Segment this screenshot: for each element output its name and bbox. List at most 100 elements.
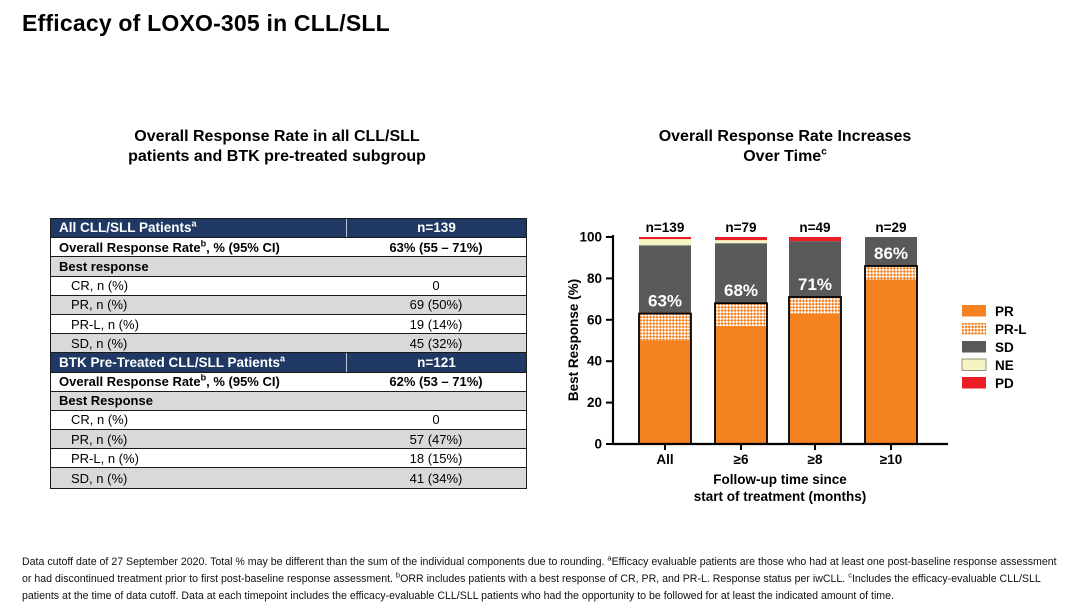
table-row: Overall Response Rateb, % (95% CI) 62% (5… [51, 372, 526, 392]
bar-segment-ne-2 [715, 240, 767, 244]
table-row: PR-L, n (%) 19 (14%) [51, 314, 526, 335]
bar-segment-pd-3 [789, 237, 841, 242]
table-row: Best response [51, 257, 526, 277]
chart-title-line1: Overall Response Rate Increases [658, 128, 912, 145]
y-axis-tick-label: 60 [587, 312, 602, 327]
x-axis-tick-label: ≥10 [880, 452, 902, 467]
table-header-row: BTK Pre-Treated CLL/SLL Patientsa n=121 [51, 353, 526, 373]
orr-chart: n=139 63% All n=79 68% ≥6 n=49 71% ≥8 n=29 86% ≥10 0… [566, 220, 1027, 504]
bar-segment-sd-3 [789, 241, 841, 298]
table-row: Best Response [51, 391, 526, 411]
legend-swatch-pr-l [962, 323, 986, 335]
table-title-line2: patients and BTK pre-treated subgroup [128, 148, 426, 166]
bar-segment-ne-1 [639, 239, 691, 246]
row-label: PR-L, n (%) [71, 450, 139, 466]
legend-swatch-pr [962, 305, 986, 317]
bar-segment-pr-2 [715, 326, 767, 444]
bar-n-label: n=139 [646, 220, 685, 235]
legend-swatch-sd [962, 341, 986, 353]
chart-title-superscript: c [821, 147, 827, 159]
table-header-row: All CLL/SLL Patientsa n=139 [51, 218, 526, 239]
row-label: Overall Response Rateb, % (95% CI) [59, 238, 280, 255]
legend-label-ne: NE [995, 358, 1014, 373]
bar-segment-pd-2 [715, 237, 767, 241]
bar-segment-sd-4 [865, 237, 917, 266]
row-label: PR-L, n (%) [71, 316, 139, 332]
row-value: 69 (50%) [409, 297, 463, 313]
x-axis-tick-label: ≥8 [808, 452, 823, 467]
table-row: CR, n (%) 0 [51, 276, 526, 296]
table-row: Overall Response Rateb, % (95% CI) 63% (5… [51, 238, 526, 258]
row-label: CR, n (%) [71, 278, 129, 294]
row-value: 57 (47%) [409, 431, 463, 447]
bar-segment-pr-4 [865, 279, 917, 444]
x-axis-tick-label: ≥6 [734, 452, 749, 467]
bar-segment-pd-1 [639, 237, 691, 240]
bar-segment-sd-2 [715, 243, 767, 304]
y-axis-tick-label: 40 [587, 354, 602, 369]
legend-swatch-ne [961, 358, 987, 371]
bar-segment-pr-3 [789, 313, 841, 444]
chart-title-line2: Over Time [743, 148, 822, 166]
y-axis-tick-label: 100 [579, 230, 602, 245]
table-title-line1: Overall Response Rate in all CLL/SLL [134, 128, 420, 145]
row-label: CR, n (%) [71, 412, 129, 428]
bar-segment-pr-l-3 [789, 297, 841, 314]
bar-n-label: n=29 [875, 220, 906, 235]
bar-segment-sd-1 [639, 245, 691, 314]
table-row: PR, n (%) 69 (50%) [51, 295, 526, 315]
legend-label-pr: PR [995, 304, 1014, 319]
row-value: 41 (34%) [409, 470, 463, 486]
legend-label-pd: PD [995, 376, 1014, 391]
row-label: Best Response [59, 393, 153, 409]
x-axis-title-line1: Follow-up time since [713, 472, 847, 487]
bar-segment-pr-l-1 [639, 313, 691, 341]
bar-percent-label: 71% [798, 275, 832, 294]
bar-percent-label: 68% [724, 281, 758, 300]
row-label: PR, n (%) [71, 297, 128, 313]
bar-percent-label: 86% [874, 244, 908, 263]
y-axis-tick-label: 0 [594, 437, 602, 452]
row-label: All CLL/SLL Patientsa [59, 218, 197, 236]
slide-title: Efficacy of LOXO-305 in CLL/SLL [22, 10, 390, 36]
y-axis-tick-label: 20 [587, 395, 602, 410]
bar-segment-pr-1 [639, 340, 691, 444]
row-value: 18 (15%) [409, 450, 463, 466]
bar-n-label: n=49 [799, 220, 830, 235]
row-value: n=121 [346, 353, 526, 372]
footnote: Data cutoff date of 27 September 2020. T… [22, 553, 1057, 603]
y-axis-title: Best Response (%) [566, 279, 581, 401]
row-label: Best response [59, 258, 149, 274]
bar-segment-pr-l-2 [715, 303, 767, 327]
row-value: 0 [432, 278, 440, 294]
orr-table: All CLL/SLL Patientsa n=139 Overall Respon… [50, 218, 527, 489]
legend-label-sd: SD [995, 340, 1014, 355]
row-value: 62% (53 – 71%) [389, 374, 483, 390]
table-panel-title: Overall Response Rate in all CLL/SLL pat… [37, 127, 517, 168]
row-value: 19 (14%) [409, 316, 463, 332]
row-label: Overall Response Rateb, % (95% CI) [59, 372, 280, 390]
row-value: n=139 [346, 219, 526, 238]
table-row: SD, n (%) 41 (34%) [51, 468, 526, 488]
row-label: SD, n (%) [71, 470, 128, 486]
table-row: PR, n (%) 57 (47%) [51, 430, 526, 450]
bar-n-label: n=79 [725, 220, 756, 235]
y-axis-tick-label: 80 [587, 271, 602, 286]
chart-panel-title: Overall Response Rate Increases Over Tim… [600, 127, 970, 168]
row-label: SD, n (%) [71, 335, 128, 351]
row-value: 45 (32%) [409, 335, 463, 351]
bar-segment-pr-l-4 [865, 265, 917, 280]
x-axis-title-line2: start of treatment (months) [694, 489, 867, 504]
table-row: SD, n (%) 45 (32%) [51, 334, 526, 354]
row-label: BTK Pre-Treated CLL/SLL Patientsa [59, 353, 286, 370]
table-row: CR, n (%) 0 [51, 410, 526, 431]
x-axis-tick-label: All [656, 452, 673, 467]
row-value: 63% (55 – 71%) [389, 239, 483, 255]
row-value: 0 [432, 412, 440, 428]
table-row: PR-L, n (%) 18 (15%) [51, 449, 526, 469]
bar-percent-label: 63% [648, 292, 682, 311]
legend-swatch-pd [962, 377, 986, 389]
row-label: PR, n (%) [71, 431, 128, 447]
legend-label-pr-l: PR-L [995, 322, 1027, 337]
